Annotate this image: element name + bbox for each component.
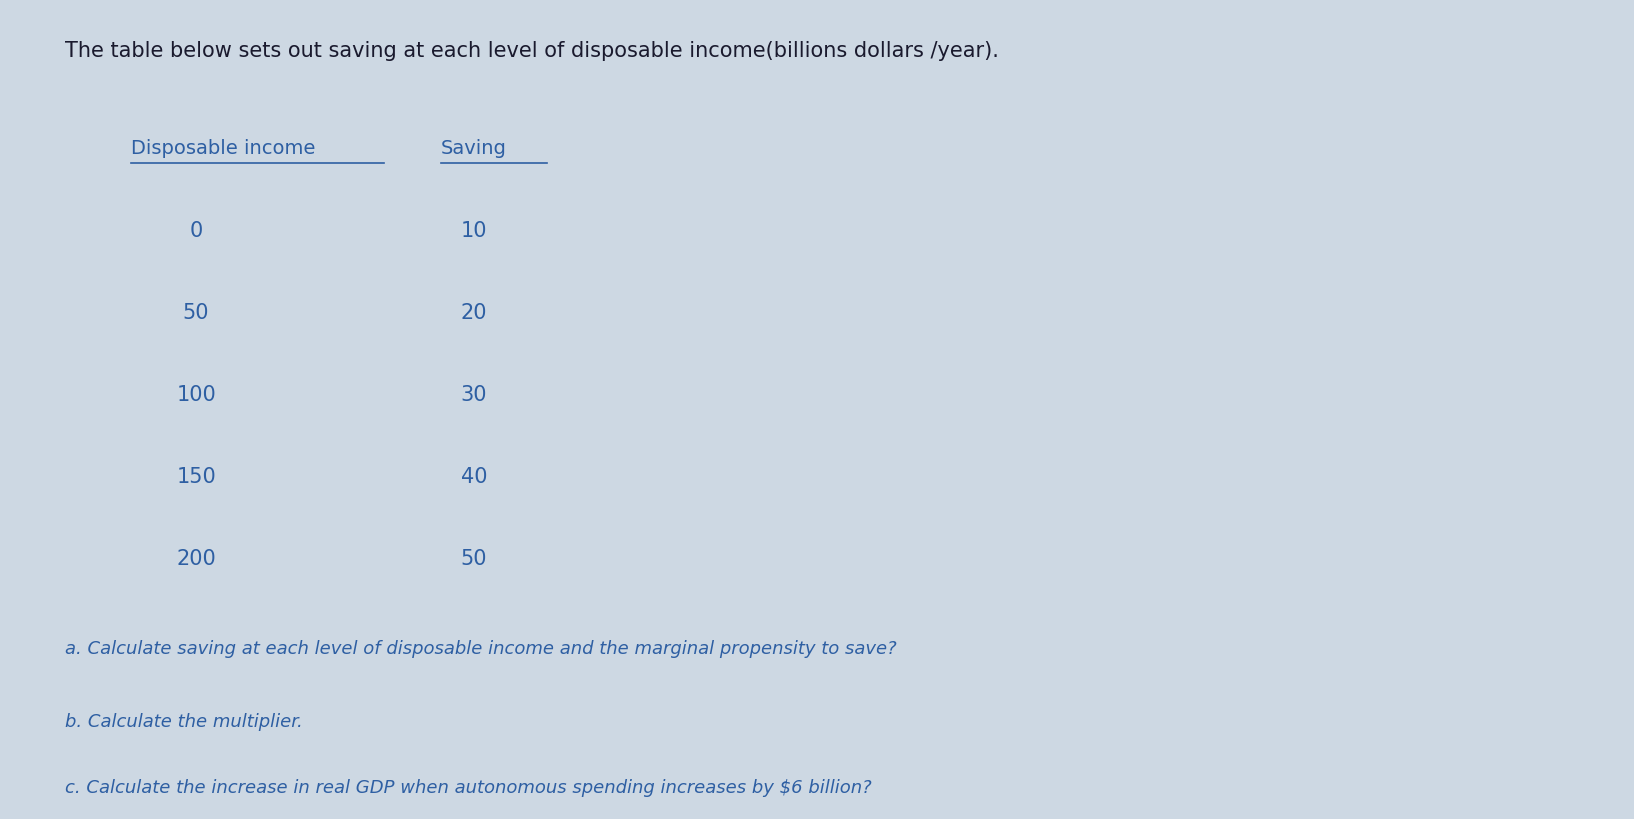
- Text: 200: 200: [176, 549, 216, 568]
- Text: Disposable income: Disposable income: [131, 139, 315, 158]
- Text: The table below sets out saving at each level of disposable income(billions doll: The table below sets out saving at each …: [65, 41, 1000, 61]
- Text: b. Calculate the multiplier.: b. Calculate the multiplier.: [65, 713, 304, 731]
- Text: Saving: Saving: [441, 139, 507, 158]
- Text: 100: 100: [176, 385, 216, 405]
- Text: 50: 50: [183, 303, 209, 323]
- Text: 0: 0: [190, 221, 203, 241]
- Text: 40: 40: [461, 467, 487, 486]
- Text: 10: 10: [461, 221, 487, 241]
- Text: c. Calculate the increase in real GDP when autonomous spending increases by $6 b: c. Calculate the increase in real GDP wh…: [65, 778, 873, 796]
- Text: 50: 50: [461, 549, 487, 568]
- Text: 20: 20: [461, 303, 487, 323]
- Text: 150: 150: [176, 467, 216, 486]
- Text: a. Calculate saving at each level of disposable income and the marginal propensi: a. Calculate saving at each level of dis…: [65, 639, 897, 657]
- Text: 30: 30: [461, 385, 487, 405]
